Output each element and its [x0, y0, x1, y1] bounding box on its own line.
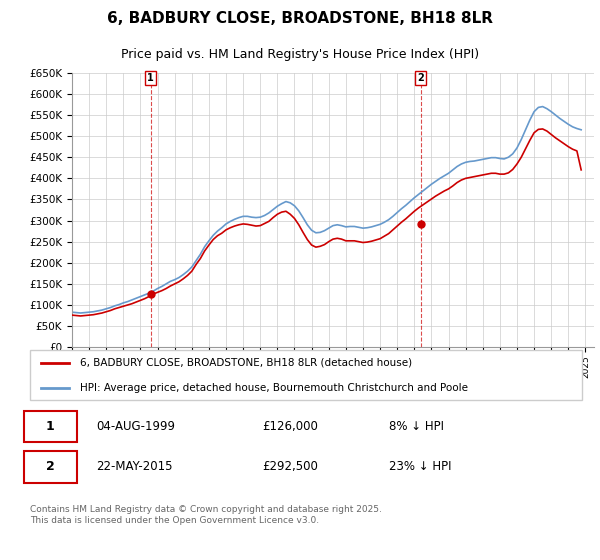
Text: £126,000: £126,000: [262, 420, 318, 433]
Text: 2: 2: [418, 73, 424, 83]
Text: Price paid vs. HM Land Registry's House Price Index (HPI): Price paid vs. HM Land Registry's House …: [121, 48, 479, 61]
Text: £292,500: £292,500: [262, 460, 318, 473]
Text: 1: 1: [46, 420, 55, 433]
Text: 8% ↓ HPI: 8% ↓ HPI: [389, 420, 444, 433]
Text: 23% ↓ HPI: 23% ↓ HPI: [389, 460, 451, 473]
FancyBboxPatch shape: [25, 451, 77, 483]
Text: 2: 2: [46, 460, 55, 473]
Text: 1: 1: [147, 73, 154, 83]
Text: 6, BADBURY CLOSE, BROADSTONE, BH18 8LR: 6, BADBURY CLOSE, BROADSTONE, BH18 8LR: [107, 11, 493, 26]
FancyBboxPatch shape: [25, 410, 77, 442]
Text: Contains HM Land Registry data © Crown copyright and database right 2025.
This d: Contains HM Land Registry data © Crown c…: [30, 505, 382, 525]
FancyBboxPatch shape: [30, 350, 582, 400]
Text: HPI: Average price, detached house, Bournemouth Christchurch and Poole: HPI: Average price, detached house, Bour…: [80, 383, 467, 393]
Text: 22-MAY-2015: 22-MAY-2015: [96, 460, 173, 473]
Text: 6, BADBURY CLOSE, BROADSTONE, BH18 8LR (detached house): 6, BADBURY CLOSE, BROADSTONE, BH18 8LR (…: [80, 358, 412, 367]
Text: 04-AUG-1999: 04-AUG-1999: [96, 420, 175, 433]
